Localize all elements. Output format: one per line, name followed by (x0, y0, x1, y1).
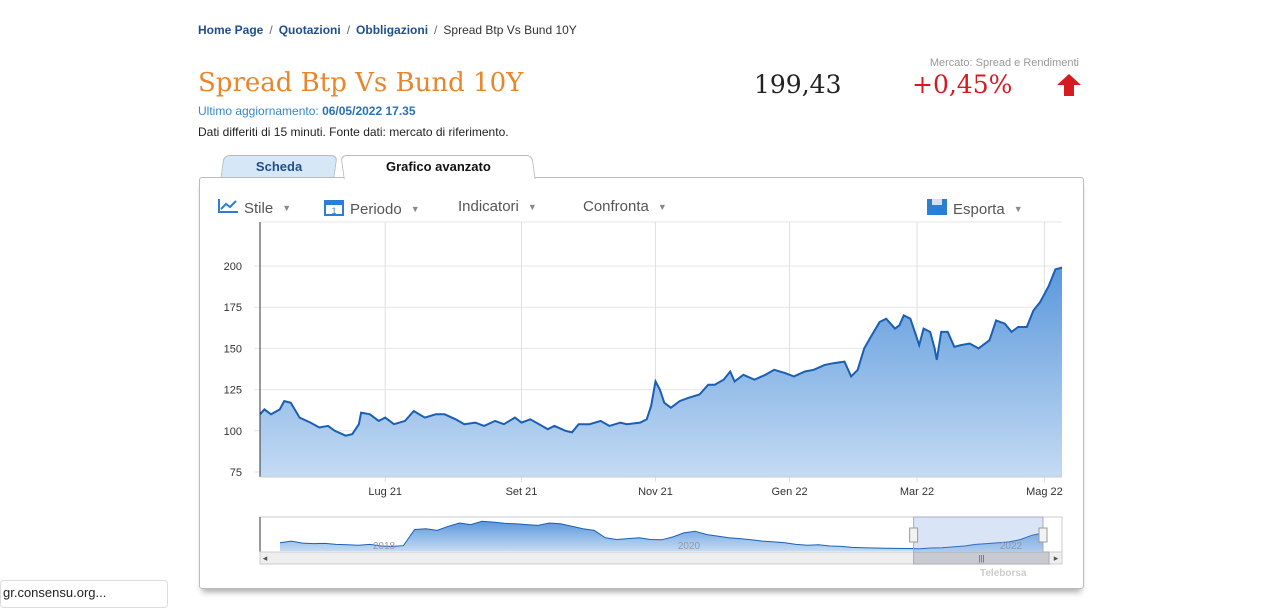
chart-panel (199, 177, 1084, 589)
x-tick-label: Gen 22 (771, 486, 807, 498)
change-percent: +0,45% (912, 70, 1013, 99)
stile-label: Stile (244, 199, 274, 217)
x-tick-label: Mag 22 (1026, 486, 1063, 498)
price-value: 199,43 (754, 70, 842, 99)
esporta-label: Esporta (953, 200, 1005, 218)
status-url-bar: gr.consensu.org... (0, 580, 168, 608)
scrollbar-track[interactable] (259, 551, 1063, 565)
series-area (260, 267, 1062, 477)
calendar-icon: 1 (323, 198, 345, 220)
breadcrumb-separator: / (434, 23, 438, 37)
scrollbar-grip-icon: ||| (978, 554, 984, 563)
y-tick-label: 75 (230, 467, 242, 479)
navigator-handle[interactable] (1038, 527, 1048, 543)
esporta-menu[interactable]: Esporta ▼ (926, 198, 1023, 220)
scroll-right-icon[interactable]: ▸ (1054, 553, 1059, 563)
periodo-menu[interactable]: 1 Periodo ▼ (323, 198, 420, 220)
series-line (259, 266, 1063, 437)
navigator-area (280, 521, 1043, 551)
navigator-label: 2020 (678, 541, 701, 552)
caret-down-icon: ▼ (1013, 204, 1023, 214)
x-tick-label: Mar 22 (900, 486, 934, 498)
y-tick-label: 175 (224, 302, 242, 314)
arrow-up-icon (1056, 73, 1082, 102)
line-chart-icon (217, 198, 239, 218)
last-update-label: Ultimo aggiornamento: (198, 104, 319, 118)
x-tick-label: Lug 21 (368, 486, 402, 498)
x-tick-label: Set 21 (506, 486, 538, 498)
navigator-handle[interactable] (909, 527, 919, 543)
navigator-selection[interactable] (913, 516, 1044, 553)
confronta-menu[interactable]: Confronta ▼ (583, 198, 667, 215)
scroll-left-icon[interactable]: ◂ (263, 553, 268, 563)
page-title: Spread Btp Vs Bund 10Y (198, 68, 524, 98)
breadcrumb-separator: / (346, 23, 351, 37)
svg-text:1: 1 (331, 206, 336, 216)
scrollbar-thumb[interactable] (913, 551, 1050, 565)
breadcrumb-current: Spread Btp Vs Bund 10Y (443, 23, 577, 37)
last-update-value: 06/05/2022 17.35 (322, 104, 416, 118)
navigator-line (279, 520, 1044, 550)
market-label: Mercato: Spread e Rendimenti (929, 57, 1079, 69)
delay-note: Dati differiti di 15 minuti. Fonte dati:… (198, 125, 509, 139)
last-update: Ultimo aggiornamento: 06/05/2022 17.35 (198, 104, 416, 118)
breadcrumb-obbligazioni[interactable]: Obbligazioni (356, 23, 429, 37)
navigator-label: 2022 (1000, 541, 1023, 552)
breadcrumb-quotazioni[interactable]: Quotazioni (278, 23, 341, 37)
indicatori-label: Indicatori (458, 198, 519, 215)
save-icon (926, 198, 948, 220)
y-tick-label: 200 (224, 261, 242, 273)
y-tick-label: 100 (224, 426, 242, 438)
confronta-label: Confronta (583, 198, 649, 215)
caret-down-icon: ▼ (527, 201, 537, 212)
indicatori-menu[interactable]: Indicatori ▼ (458, 198, 537, 215)
breadcrumb: Home Page / Quotazioni / Obbligazioni / Spread… (198, 23, 577, 37)
teleborsa-credit[interactable]: Teleborsa (980, 568, 1027, 579)
breadcrumb-separator: / (269, 23, 273, 37)
periodo-label: Periodo (350, 200, 402, 218)
caret-down-icon: ▼ (657, 201, 667, 212)
navigator-label: 2018 (373, 541, 396, 552)
y-tick-label: 150 (224, 343, 242, 355)
caret-down-icon: ▼ (410, 204, 420, 214)
x-tick-label: Nov 21 (638, 486, 673, 498)
breadcrumb-home[interactable]: Home Page (198, 23, 264, 37)
y-tick-label: 125 (224, 385, 242, 397)
stile-menu[interactable]: Stile ▼ (217, 198, 291, 218)
caret-down-icon: ▼ (282, 203, 292, 213)
